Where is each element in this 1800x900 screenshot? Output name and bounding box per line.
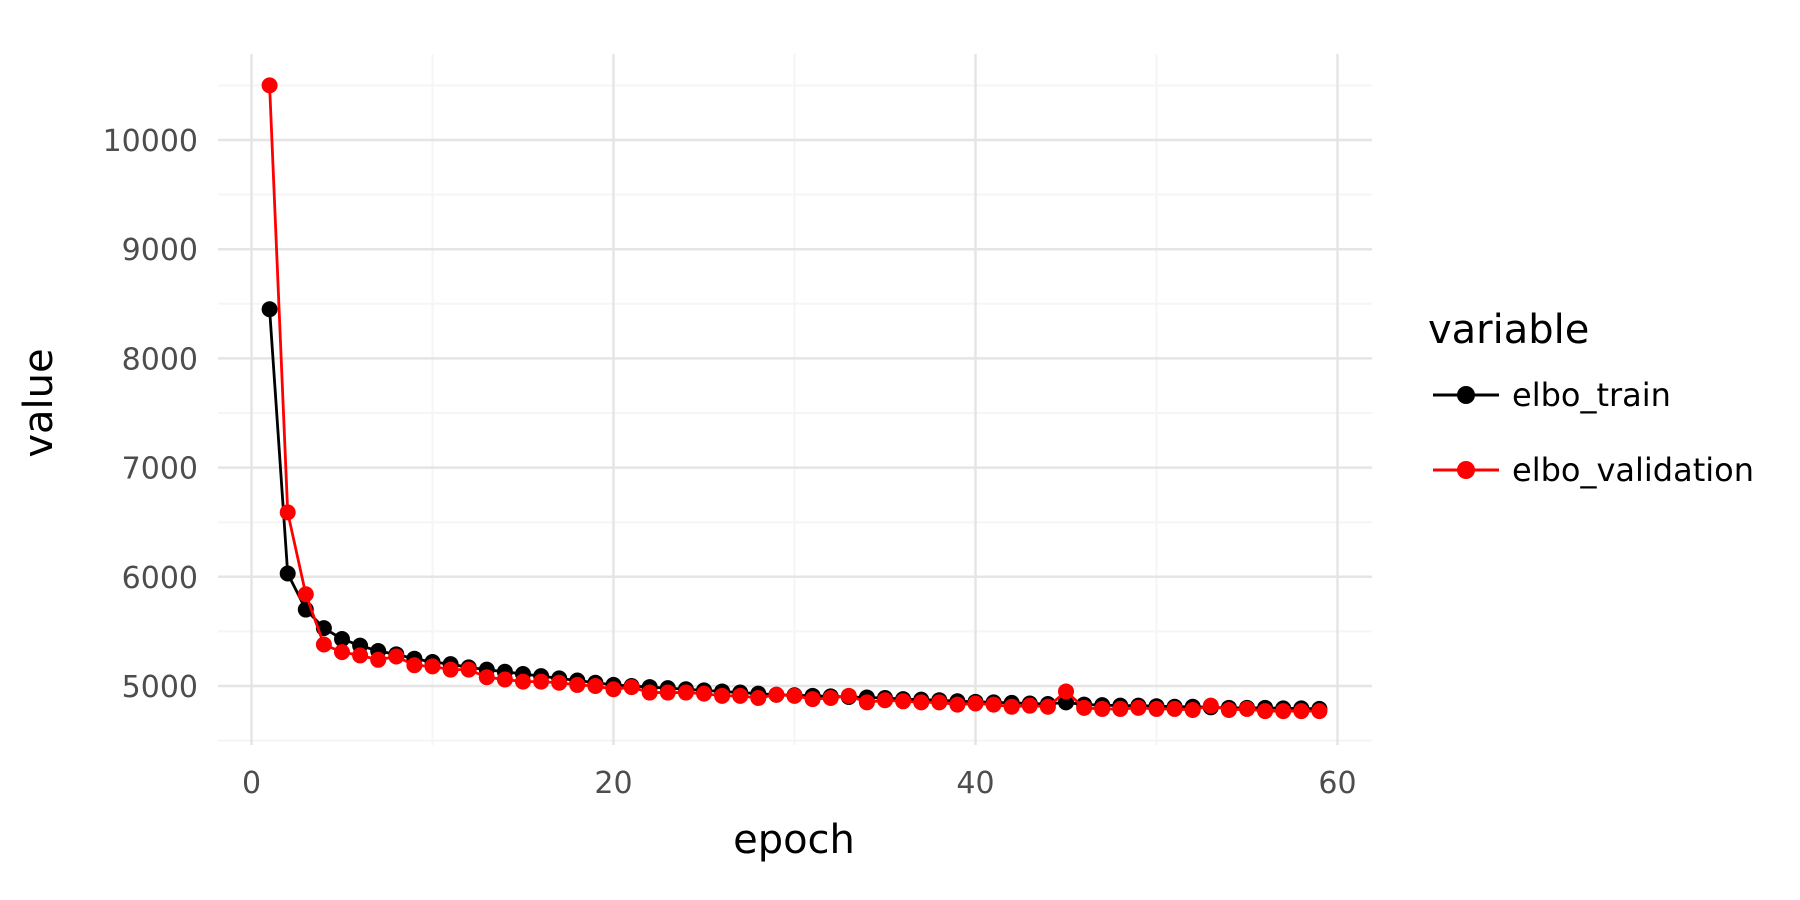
legend-entry: elbo_train bbox=[1433, 376, 1671, 414]
data-point bbox=[1184, 702, 1201, 719]
data-point bbox=[732, 687, 749, 704]
data-point bbox=[442, 661, 459, 678]
data-point bbox=[279, 504, 296, 521]
y-axis-tick-labels: 5000 6000 7000 8000 9000 10000 bbox=[103, 124, 198, 705]
data-point bbox=[877, 692, 893, 709]
data-point bbox=[840, 687, 857, 704]
data-point bbox=[496, 671, 513, 688]
data-point bbox=[478, 669, 495, 686]
y-tick-label: 8000 bbox=[122, 342, 198, 377]
data-point bbox=[895, 693, 912, 710]
data-point bbox=[768, 686, 785, 703]
y-tick-label: 9000 bbox=[122, 233, 198, 268]
data-point bbox=[587, 678, 604, 694]
series-elbo_validation bbox=[261, 77, 1328, 720]
data-point bbox=[949, 696, 966, 713]
legend-entry: elbo_validation bbox=[1433, 451, 1754, 489]
x-axis-tick-labels: 0 20 40 60 bbox=[242, 766, 1357, 801]
data-point bbox=[334, 631, 350, 648]
data-point bbox=[1311, 703, 1328, 720]
x-tick-label: 40 bbox=[956, 766, 994, 801]
data-point bbox=[1076, 699, 1093, 716]
data-point bbox=[334, 644, 350, 661]
data-point bbox=[515, 673, 531, 690]
legend: variable elbo_train elbo_validation bbox=[1428, 307, 1754, 489]
data-point bbox=[261, 301, 278, 318]
data-point bbox=[985, 696, 1002, 713]
data-point bbox=[623, 679, 640, 696]
data-point bbox=[569, 676, 586, 693]
y-axis-title: value bbox=[16, 348, 62, 457]
data-point bbox=[931, 694, 948, 711]
data-point bbox=[533, 673, 550, 690]
data-point bbox=[261, 77, 278, 94]
legend-key-point bbox=[1457, 461, 1475, 479]
data-point bbox=[641, 684, 658, 701]
data-point bbox=[1003, 698, 1020, 715]
data-point bbox=[460, 661, 477, 678]
data-point bbox=[1239, 700, 1255, 717]
data-point bbox=[370, 651, 387, 668]
data-point bbox=[1058, 683, 1074, 700]
data-point bbox=[1112, 700, 1129, 717]
y-tick-label: 5000 bbox=[122, 670, 198, 705]
data-point bbox=[424, 658, 441, 675]
data-point bbox=[1257, 703, 1274, 720]
data-point bbox=[677, 684, 694, 701]
data-point bbox=[406, 657, 423, 674]
series-layer bbox=[261, 77, 1328, 720]
data-point bbox=[659, 684, 676, 701]
data-point bbox=[1130, 699, 1147, 716]
data-point bbox=[967, 695, 984, 712]
data-point bbox=[1202, 697, 1219, 714]
data-point bbox=[1293, 703, 1310, 720]
y-tick-label: 7000 bbox=[122, 452, 198, 487]
data-point bbox=[750, 690, 767, 707]
y-tick-label: 10000 bbox=[103, 124, 198, 159]
grid bbox=[218, 54, 1372, 745]
data-point bbox=[1275, 703, 1292, 720]
data-point bbox=[388, 648, 405, 665]
data-point bbox=[696, 685, 712, 702]
x-axis-title: epoch bbox=[733, 817, 855, 863]
data-point bbox=[315, 636, 332, 653]
data-point bbox=[1220, 702, 1237, 719]
x-tick-label: 60 bbox=[1318, 766, 1356, 801]
legend-title: variable bbox=[1428, 307, 1589, 353]
legend-key-point bbox=[1457, 386, 1475, 404]
data-point bbox=[1094, 700, 1111, 717]
data-point bbox=[913, 694, 930, 711]
data-point bbox=[279, 565, 296, 582]
data-point bbox=[297, 586, 314, 603]
data-point bbox=[714, 687, 731, 704]
data-point bbox=[1021, 697, 1038, 714]
legend-label: elbo_validation bbox=[1512, 451, 1754, 489]
data-point bbox=[1166, 700, 1183, 717]
data-point bbox=[1039, 698, 1056, 715]
data-point bbox=[804, 691, 821, 708]
data-point bbox=[352, 647, 369, 664]
legend-label: elbo_train bbox=[1512, 376, 1671, 414]
y-tick-label: 6000 bbox=[122, 561, 198, 596]
data-point bbox=[605, 681, 622, 698]
x-tick-label: 20 bbox=[594, 766, 632, 801]
data-point bbox=[822, 690, 839, 707]
data-point bbox=[551, 674, 568, 691]
x-tick-label: 0 bbox=[242, 766, 261, 801]
data-point bbox=[858, 694, 875, 711]
data-point bbox=[786, 687, 803, 704]
data-point bbox=[1148, 700, 1165, 717]
